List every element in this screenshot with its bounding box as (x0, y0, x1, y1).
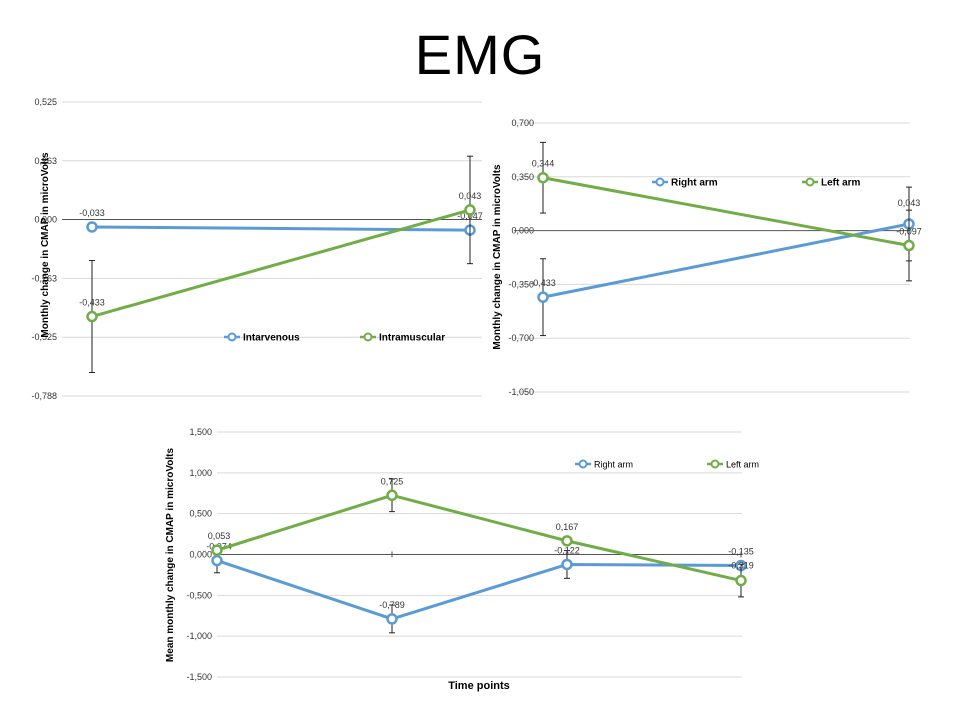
legend-marker (227, 332, 237, 342)
data-label: -0,789 (379, 600, 405, 610)
y-tick-label: -0,350 (508, 279, 534, 289)
y-tick-label: -0,788 (31, 391, 57, 401)
y-tick-label: -1,050 (508, 387, 534, 397)
slide-title: EMG (414, 23, 546, 86)
legend-marker (710, 459, 720, 469)
y-tick-label: 0,000 (189, 550, 212, 560)
data-point (561, 535, 573, 547)
data-point (86, 221, 98, 233)
series-line (542, 176, 910, 247)
legend-label: Intramuscular (379, 333, 445, 344)
y-tick-label: -1,500 (186, 672, 212, 682)
data-point (537, 171, 549, 184)
data-point (537, 291, 549, 303)
legend-marker (363, 332, 373, 342)
y-axis-label: Monthly change in CMAP in microVolts (40, 152, 51, 338)
data-point (561, 558, 573, 571)
legend-label: Left arm (821, 178, 861, 189)
data-point (386, 613, 398, 625)
series-line (542, 222, 910, 299)
legend-marker (578, 459, 588, 469)
data-label: -0,433 (530, 278, 556, 288)
data-label: -0,122 (554, 545, 580, 555)
y-tick-label: 1,000 (189, 468, 212, 478)
y-tick-label: 0,700 (511, 118, 534, 128)
legend-label: Intarvenous (243, 333, 300, 344)
y-tick-label: 0,263 (34, 156, 57, 166)
x-axis-label: Time points (448, 680, 510, 692)
y-tick-label: -1,000 (186, 631, 212, 641)
data-label: -0,097 (896, 227, 922, 237)
y-tick-label: -0,500 (186, 590, 212, 600)
data-label: 0,043 (459, 191, 482, 201)
data-point (211, 554, 223, 567)
data-point (735, 574, 747, 587)
series-line (216, 559, 742, 621)
legend-marker (805, 177, 815, 187)
data-label: -0,433 (79, 298, 105, 308)
data-point (464, 204, 476, 216)
data-label: -0,135 (728, 547, 754, 557)
data-label: 0,053 (208, 531, 231, 541)
legend-label: Right arm (594, 460, 633, 470)
data-point (903, 239, 915, 252)
data-label: -0,033 (79, 208, 105, 218)
legend-label: Left arm (726, 460, 759, 470)
y-axis-label: Mean monthly change in CMAP in microVolt… (165, 448, 176, 663)
data-label: 0,725 (381, 476, 404, 486)
y-tick-label: 0,350 (511, 172, 534, 182)
data-point (211, 544, 223, 556)
y-tick-label: -0,263 (31, 273, 57, 283)
legend-marker (655, 177, 665, 187)
y-tick-label: 0,525 (34, 97, 57, 107)
y-tick-label: -0,525 (31, 332, 57, 342)
series-line (216, 493, 742, 583)
y-tick-label: 0,500 (189, 509, 212, 519)
legend-label: Right arm (671, 178, 718, 189)
data-label: 0,167 (556, 522, 579, 532)
data-label: 0,344 (532, 159, 555, 169)
data-point (386, 489, 398, 502)
series-line (91, 208, 471, 318)
data-label: 0,043 (898, 198, 921, 208)
data-point (86, 310, 98, 323)
series-line (91, 225, 471, 232)
y-axis-label: Monthly change in CMAP in microVolts (492, 164, 503, 350)
data-label: -0,319 (728, 561, 754, 571)
y-tick-label: 0,000 (34, 215, 57, 225)
y-tick-label: 1,500 (189, 427, 212, 437)
y-tick-label: -0,700 (508, 333, 534, 343)
